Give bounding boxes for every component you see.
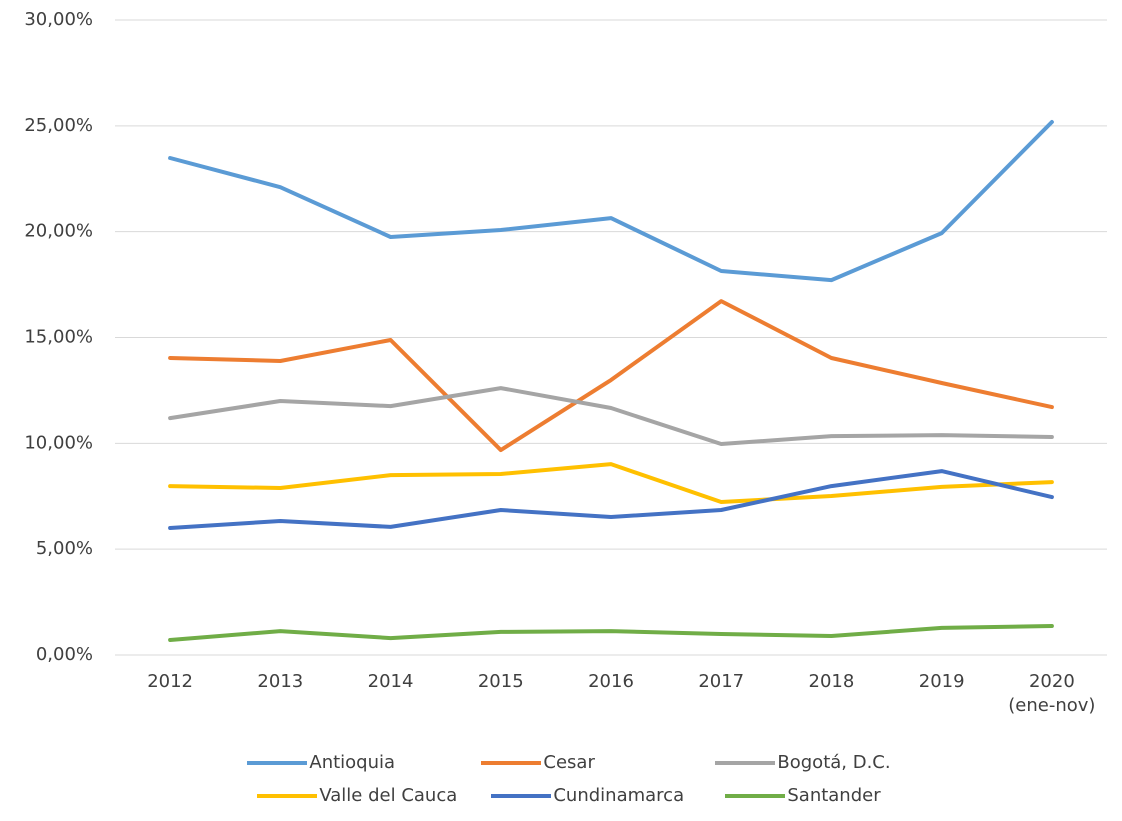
series-line — [168, 624, 1054, 642]
legend-item: Valle del Cauca — [257, 785, 489, 806]
legend: Antioquia Cesar Bogotá, D.C. Valle del Cauc… — [220, 752, 920, 806]
y-tick-label: 30,00% — [24, 9, 93, 30]
series-line — [168, 462, 1054, 504]
x-tick-label: 2012 — [147, 671, 194, 692]
series-line — [168, 299, 1054, 453]
legend-swatch — [491, 793, 552, 798]
legend-item: Cundinamarca — [491, 785, 723, 806]
legend-label: Cundinamarca — [553, 785, 685, 806]
x-tick-label: 2013 — [257, 671, 304, 692]
legend-item: Cesar — [481, 752, 713, 773]
legend-label: Cesar — [543, 752, 595, 773]
legend-label: Valle del Cauca — [319, 785, 458, 806]
legend-swatch — [247, 760, 308, 765]
legend-label: Antioquia — [309, 752, 396, 773]
series-line — [168, 120, 1054, 283]
x-tick-label: 2018 — [808, 671, 855, 692]
legend-item: Bogotá, D.C. — [715, 752, 891, 773]
legend-label: Santander — [787, 785, 881, 806]
y-tick-label: 0,00% — [36, 644, 93, 665]
x-tick-label: 2014 — [367, 671, 414, 692]
y-tick-label: 15,00% — [24, 327, 93, 348]
x-tick-label: 2017 — [698, 671, 745, 692]
legend-swatch — [257, 793, 318, 798]
legend-swatch — [481, 760, 542, 765]
x-tick-label: 2016 — [588, 671, 634, 692]
legend-item: Santander — [725, 785, 881, 806]
legend-label: Bogotá, D.C. — [777, 752, 891, 773]
legend-item: Antioquia — [247, 752, 479, 773]
legend-swatch — [725, 793, 786, 798]
legend-swatch — [715, 760, 776, 765]
x-tick-label: 2019 — [918, 671, 965, 692]
y-tick-label: 5,00% — [36, 538, 93, 559]
y-tick-label: 25,00% — [24, 115, 93, 136]
series-line — [168, 469, 1054, 530]
y-tick-label: 10,00% — [24, 432, 93, 453]
x-tick-label: 2015 — [477, 671, 524, 692]
series-line — [168, 386, 1054, 446]
y-tick-label: 20,00% — [24, 221, 93, 242]
x-tick-label: 2020 (ene-nov) — [1008, 671, 1096, 716]
